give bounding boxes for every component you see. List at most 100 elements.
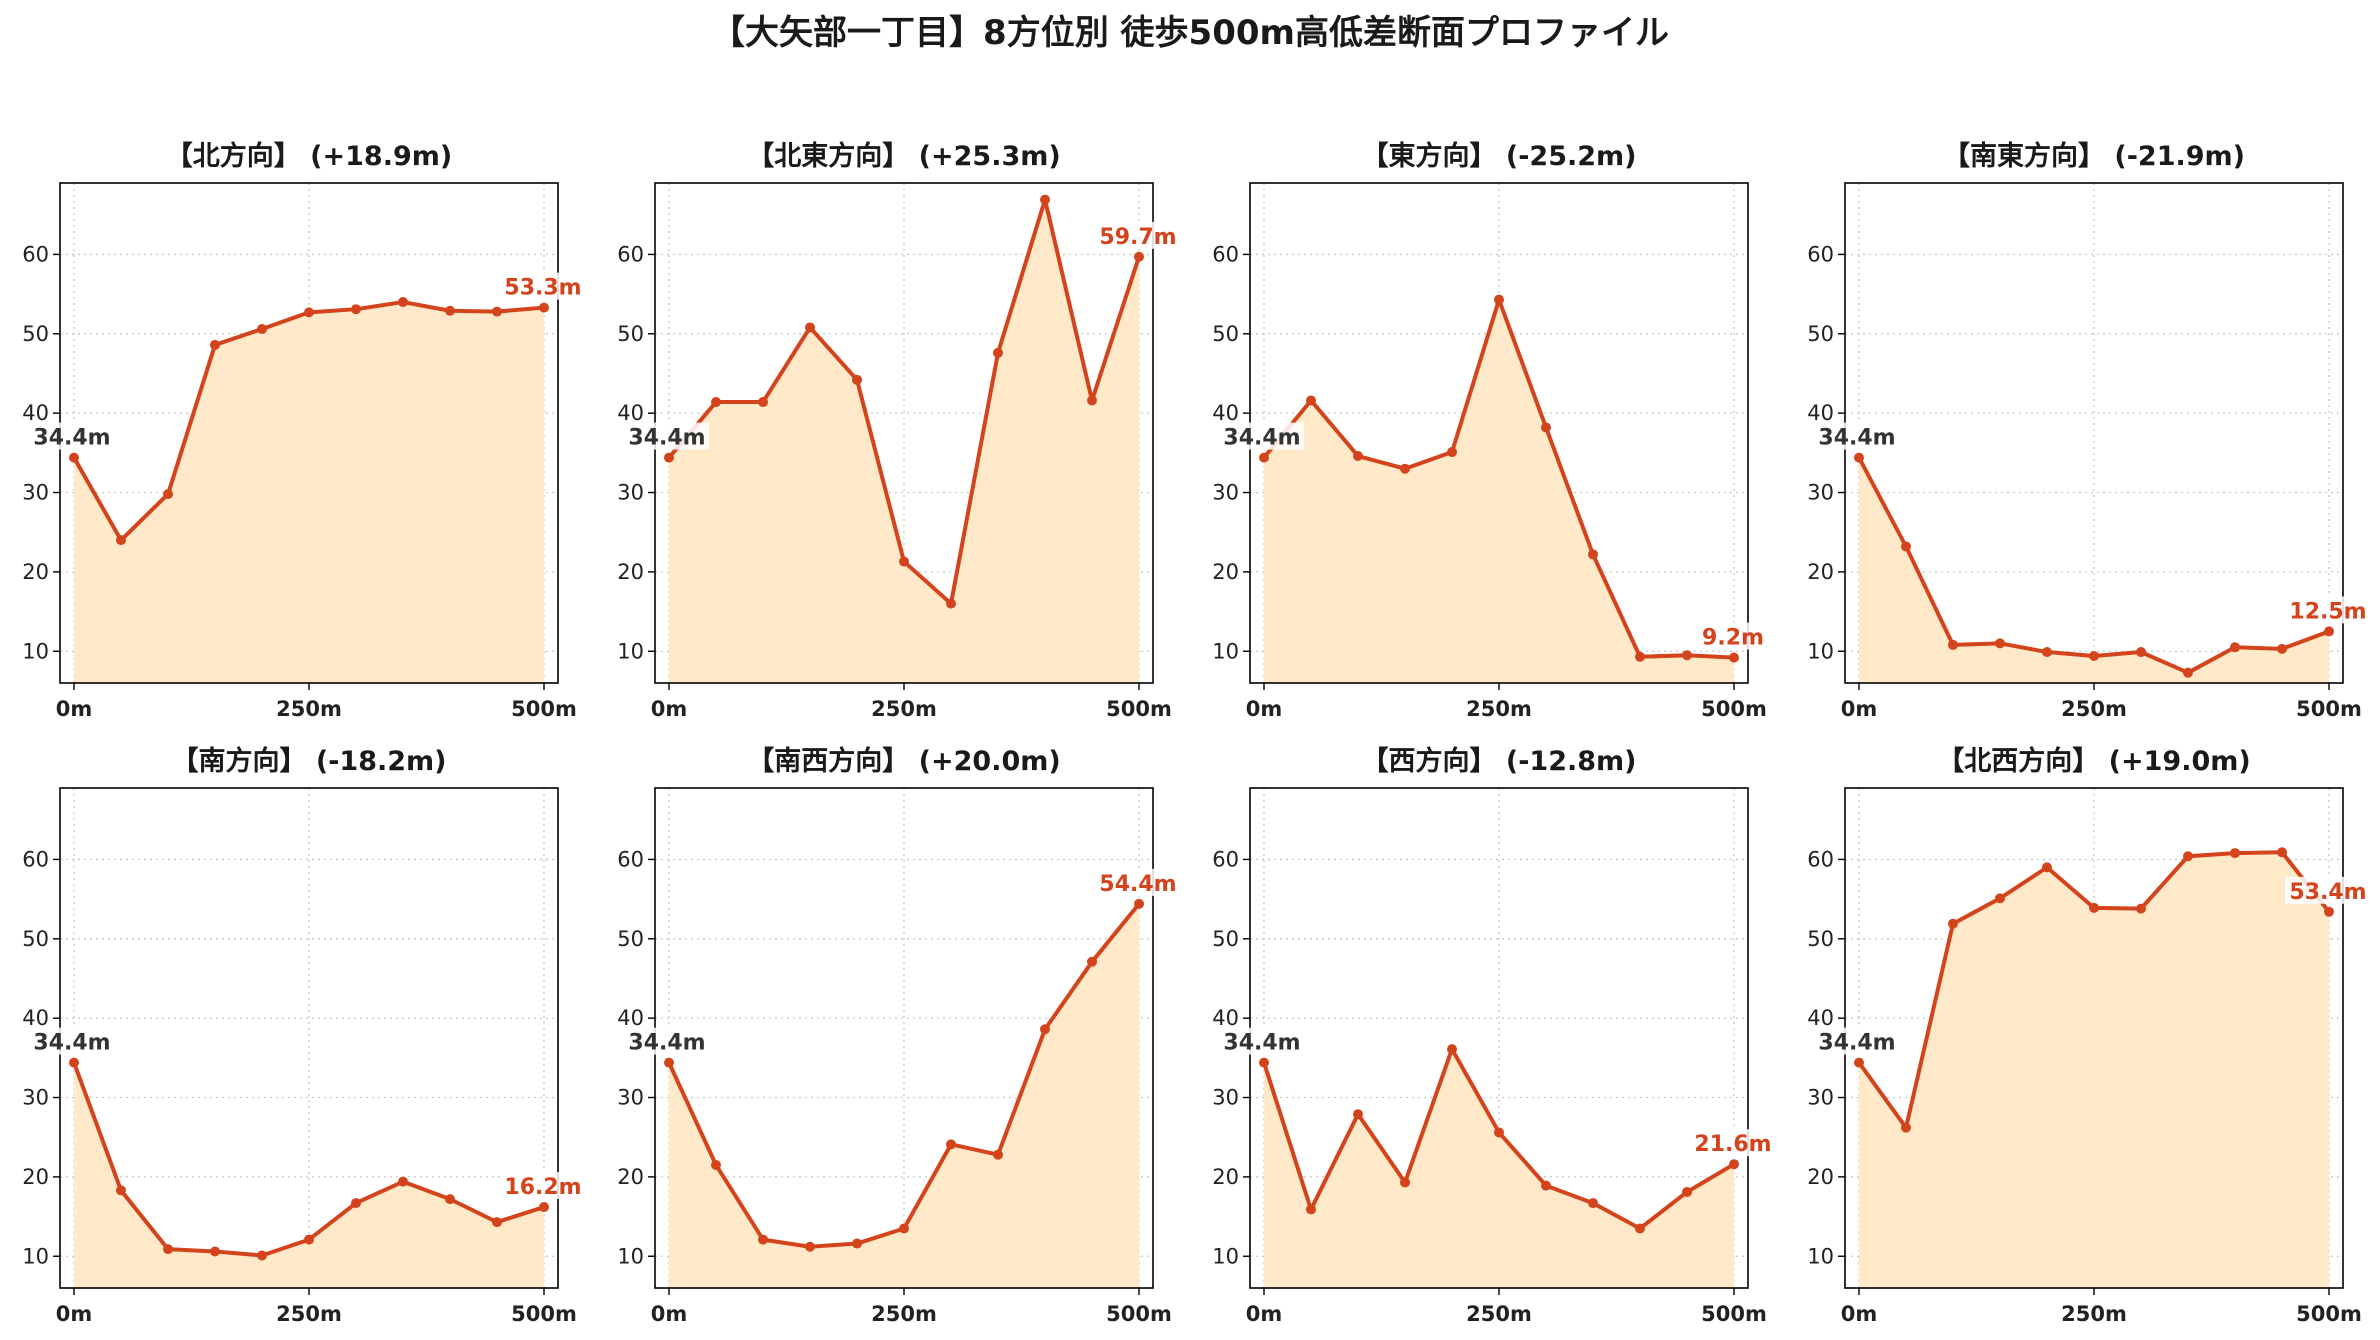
elevation-panel: 【東方向】 (-25.2m) 10 20 30 40 50 60 0m 250m 500m 34.4… xyxy=(1212,140,1776,721)
y-tick-label: 50 xyxy=(1212,322,1239,346)
data-point xyxy=(899,1223,909,1234)
end-label-bg xyxy=(1095,221,1181,249)
y-tick-label: 10 xyxy=(22,639,49,663)
data-point xyxy=(1948,639,1958,650)
elevation-panel: 【北東方向】 (+25.3m) 10 20 30 40 50 60 0m 250m 500m 34.… xyxy=(617,140,1181,721)
data-point xyxy=(1447,1044,1457,1055)
data-point xyxy=(664,452,674,463)
data-point xyxy=(116,535,126,546)
elevation-area xyxy=(1859,852,2329,1288)
data-point xyxy=(2136,903,2146,914)
data-point xyxy=(2183,851,2193,862)
x-tick-label: 0m xyxy=(651,697,688,721)
data-point xyxy=(711,397,721,408)
data-point xyxy=(993,347,1003,358)
y-tick-label: 10 xyxy=(617,639,644,663)
data-point xyxy=(1494,294,1504,305)
data-point xyxy=(1040,194,1050,205)
end-label-bg xyxy=(500,272,586,300)
panel-title: 【北方向】 (+18.9m) xyxy=(166,140,452,172)
y-tick-label: 50 xyxy=(617,927,644,951)
data-point xyxy=(1040,1024,1050,1035)
y-tick-label: 20 xyxy=(22,1165,49,1189)
y-tick-label: 60 xyxy=(1807,847,1834,871)
data-point xyxy=(398,297,408,308)
start-elevation-label: 34.4m xyxy=(1223,1031,1300,1056)
data-point xyxy=(492,1217,502,1228)
end-label-bg xyxy=(2285,876,2371,904)
elevation-area xyxy=(669,903,1139,1288)
x-tick-label: 500m xyxy=(2296,697,2362,721)
x-tick-label: 500m xyxy=(511,697,577,721)
data-point xyxy=(1635,1223,1645,1234)
data-point xyxy=(1087,956,1097,967)
data-point xyxy=(664,1057,674,1068)
panel-title: 【東方向】 (-25.2m) xyxy=(1361,140,1636,172)
data-point xyxy=(805,322,815,333)
data-point xyxy=(1134,898,1144,909)
x-tick-label: 0m xyxy=(56,1302,93,1326)
elevation-area xyxy=(669,199,1139,683)
data-point xyxy=(946,1139,956,1150)
end-elevation-label: 21.6m xyxy=(1694,1132,1771,1157)
data-point xyxy=(1729,1159,1739,1170)
data-point xyxy=(1259,1057,1269,1068)
start-elevation-label: 34.4m xyxy=(1818,1031,1895,1056)
data-point xyxy=(2324,906,2334,917)
y-tick-label: 60 xyxy=(617,242,644,266)
y-tick-label: 10 xyxy=(1807,639,1834,663)
y-tick-label: 10 xyxy=(617,1244,644,1268)
data-point xyxy=(1588,1198,1598,1209)
data-point xyxy=(1353,1109,1363,1120)
data-point xyxy=(711,1159,721,1170)
data-point xyxy=(946,598,956,609)
x-tick-label: 0m xyxy=(1841,1302,1878,1326)
y-tick-label: 40 xyxy=(22,401,49,425)
data-point xyxy=(1400,463,1410,474)
end-elevation-label: 53.3m xyxy=(504,276,581,301)
data-point xyxy=(1400,1177,1410,1188)
end-elevation-label: 16.2m xyxy=(504,1175,581,1200)
y-tick-label: 40 xyxy=(1807,1006,1834,1030)
data-point xyxy=(2230,848,2240,859)
x-tick-label: 250m xyxy=(1466,697,1532,721)
start-label-bg xyxy=(1220,422,1304,450)
data-point xyxy=(1306,395,1316,406)
data-point xyxy=(257,324,267,335)
x-tick-label: 250m xyxy=(276,697,342,721)
data-point xyxy=(1995,893,2005,904)
start-label-bg xyxy=(1815,1027,1899,1055)
elevation-area xyxy=(74,1062,544,1288)
x-tick-label: 500m xyxy=(1106,1302,1172,1326)
start-label-bg xyxy=(30,1027,114,1055)
elevation-panel: 【北西方向】 (+19.0m) 10 20 30 40 50 60 0m 250m 500m 34.… xyxy=(1807,745,2371,1326)
y-tick-label: 60 xyxy=(1807,242,1834,266)
elevation-area xyxy=(74,302,544,683)
y-tick-label: 20 xyxy=(1212,1165,1239,1189)
data-point xyxy=(2042,862,2052,873)
y-tick-label: 40 xyxy=(617,1006,644,1030)
data-point xyxy=(210,339,220,350)
data-point xyxy=(351,1198,361,1209)
x-tick-label: 250m xyxy=(276,1302,342,1326)
end-elevation-label: 59.7m xyxy=(1099,225,1176,250)
x-tick-label: 0m xyxy=(1246,697,1283,721)
y-tick-label: 30 xyxy=(22,1086,49,1110)
data-point xyxy=(257,1250,267,1261)
x-tick-label: 0m xyxy=(651,1302,688,1326)
x-tick-label: 500m xyxy=(1106,697,1172,721)
data-point xyxy=(1259,452,1269,463)
end-label-bg xyxy=(1690,622,1776,650)
y-tick-label: 20 xyxy=(1807,1165,1834,1189)
y-tick-label: 60 xyxy=(22,847,49,871)
y-tick-label: 50 xyxy=(22,322,49,346)
x-tick-label: 250m xyxy=(2061,697,2127,721)
data-point xyxy=(899,556,909,567)
data-point xyxy=(1134,251,1144,262)
start-elevation-label: 34.4m xyxy=(33,426,110,451)
data-point xyxy=(1087,395,1097,406)
y-tick-label: 10 xyxy=(1212,639,1239,663)
data-point xyxy=(210,1246,220,1257)
data-point xyxy=(2136,647,2146,658)
